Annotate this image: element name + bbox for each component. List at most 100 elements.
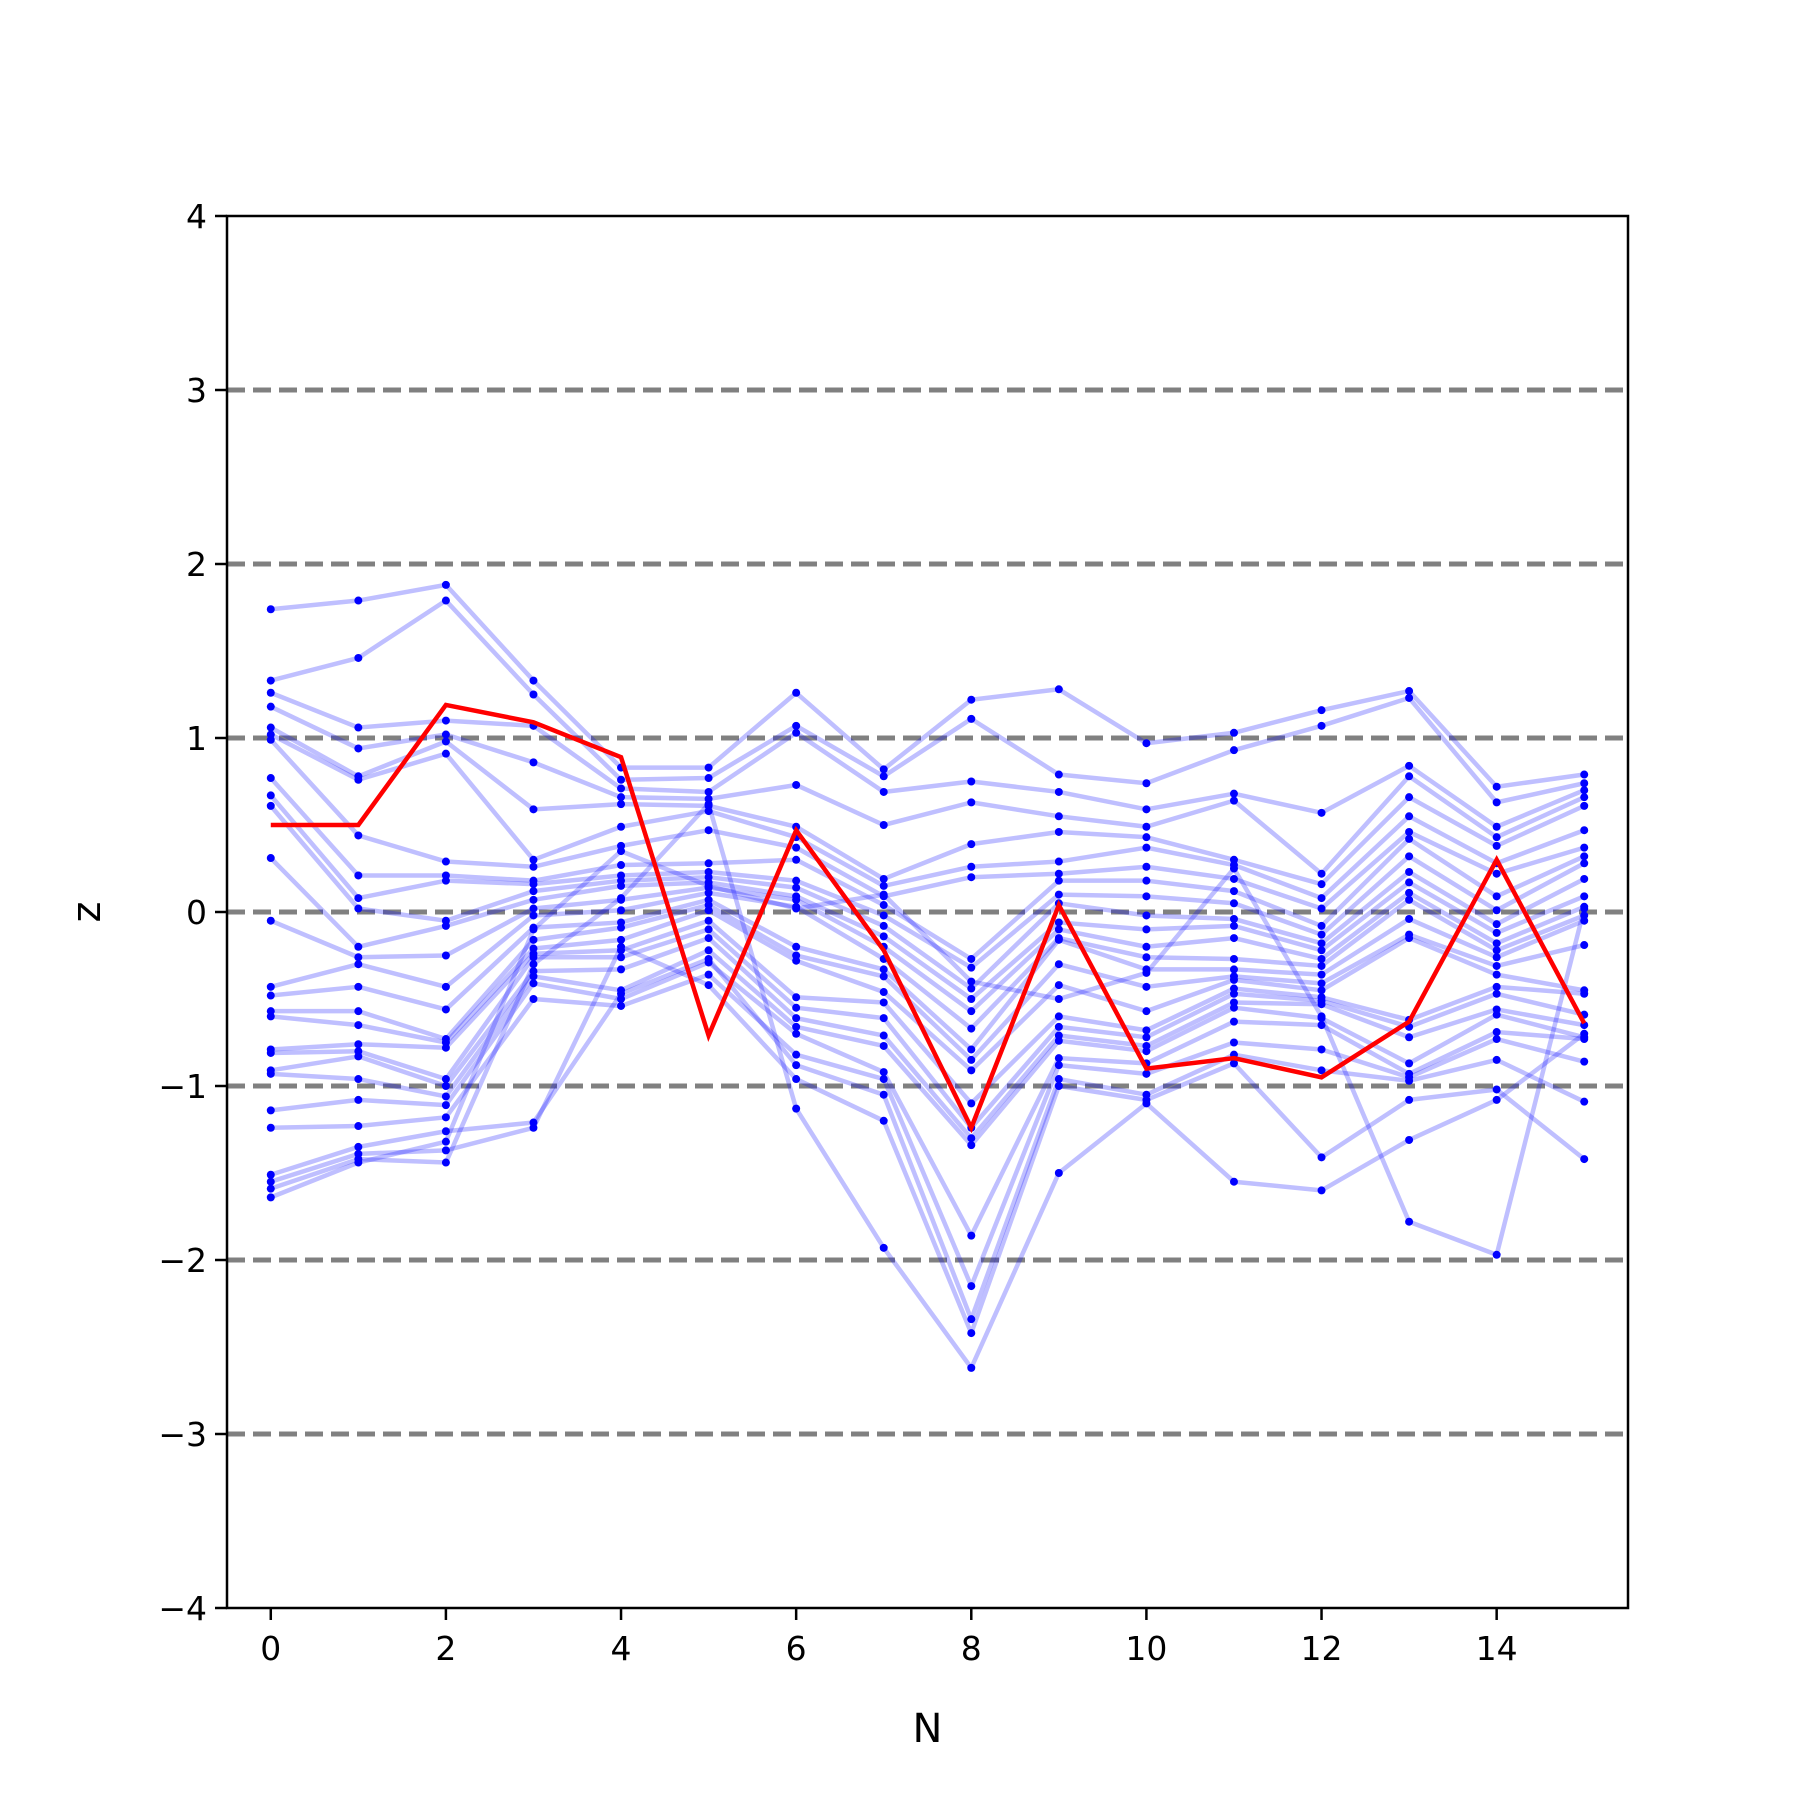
- data-point: [1492, 961, 1501, 970]
- data-point: [617, 894, 626, 903]
- data-point: [266, 1170, 275, 1179]
- data-point: [1317, 930, 1326, 939]
- data-point: [967, 1141, 976, 1150]
- data-point: [967, 954, 976, 963]
- data-point: [1317, 894, 1326, 903]
- highlight-series: [270, 702, 1587, 1134]
- data-point: [967, 714, 976, 723]
- data-point: [1054, 812, 1063, 821]
- data-point: [266, 801, 275, 810]
- data-point: [441, 580, 450, 589]
- x-tick-label: 12: [1301, 1629, 1343, 1668]
- data-point: [1317, 1012, 1326, 1021]
- data-point: [441, 1158, 450, 1167]
- data-point: [1317, 1045, 1326, 1054]
- data-point: [266, 723, 275, 732]
- data-point: [1317, 921, 1326, 930]
- data-point: [1317, 880, 1326, 889]
- data-point: [967, 1231, 976, 1240]
- data-point: [354, 1122, 363, 1131]
- data-point: [1317, 954, 1326, 963]
- data-point: [704, 946, 713, 955]
- data-point: [529, 960, 538, 969]
- data-point: [704, 800, 713, 809]
- data-point: [1142, 822, 1151, 831]
- data-point: [1405, 793, 1414, 802]
- data-point: [704, 763, 713, 772]
- data-point: [792, 1014, 801, 1023]
- data-point: [266, 774, 275, 783]
- data-point: [792, 1029, 801, 1038]
- data-point: [529, 904, 538, 913]
- data-point: [1492, 892, 1501, 901]
- data-point: [529, 855, 538, 864]
- data-point: [967, 1024, 976, 1033]
- data-point: [1229, 975, 1238, 984]
- series-line: [269, 885, 1586, 1014]
- data-point: [441, 857, 450, 866]
- data-point: [1054, 1082, 1063, 1090]
- data-point: [1229, 965, 1238, 974]
- background-series-lines: [269, 582, 1587, 1371]
- data-point: [1229, 746, 1238, 755]
- data-point: [1142, 1069, 1151, 1078]
- data-point: [1405, 1033, 1414, 1042]
- series-line: [269, 804, 1586, 991]
- data-point: [1229, 796, 1238, 805]
- data-point: [1492, 833, 1501, 842]
- data-point: [617, 989, 626, 998]
- data-point: [879, 988, 888, 997]
- data-point: [266, 1069, 275, 1078]
- data-point: [441, 1101, 450, 1110]
- y-tick-label: 1: [186, 719, 207, 758]
- data-point: [1054, 827, 1063, 836]
- data-point: [1405, 1059, 1414, 1068]
- data-point: [1492, 946, 1501, 955]
- data-point: [1405, 761, 1414, 770]
- data-point: [1492, 822, 1501, 831]
- data-point: [441, 730, 450, 739]
- data-point: [1405, 812, 1414, 821]
- series-line: [270, 972, 1585, 1289]
- data-point: [1054, 1022, 1063, 1031]
- data-point: [967, 984, 976, 993]
- data-point: [704, 859, 713, 868]
- data-point: [441, 1043, 450, 1052]
- data-point: [1580, 989, 1589, 998]
- data-point: [1142, 942, 1151, 951]
- data-point: [967, 1099, 976, 1108]
- data-point: [1405, 1095, 1414, 1104]
- data-point: [967, 995, 976, 1003]
- data-point: [1142, 1047, 1151, 1056]
- data-point: [1405, 827, 1414, 836]
- series-line: [269, 732, 1586, 901]
- data-point: [617, 800, 626, 809]
- data-point: [529, 862, 538, 871]
- data-point: [266, 916, 275, 925]
- data-point: [1580, 801, 1589, 810]
- data-point: [879, 921, 888, 930]
- data-point: [354, 942, 363, 951]
- data-point: [1229, 1177, 1238, 1186]
- data-point: [879, 874, 888, 883]
- data-point: [967, 977, 976, 986]
- data-point: [1492, 928, 1501, 937]
- data-point: [1054, 685, 1063, 694]
- data-point: [1492, 1250, 1501, 1259]
- data-point: [967, 695, 976, 704]
- data-point: [1405, 878, 1414, 887]
- data-point: [879, 1014, 888, 1023]
- data-point: [441, 1137, 450, 1146]
- data-point: [354, 1158, 363, 1167]
- data-point: [1580, 1029, 1589, 1038]
- data-point: [1492, 953, 1501, 962]
- data-point: [1142, 739, 1151, 748]
- data-point: [441, 982, 450, 991]
- data-point: [704, 881, 713, 890]
- data-point: [1317, 946, 1326, 955]
- data-point: [792, 728, 801, 737]
- data-point: [1054, 918, 1063, 927]
- data-point: [1229, 954, 1238, 963]
- data-point: [529, 758, 538, 767]
